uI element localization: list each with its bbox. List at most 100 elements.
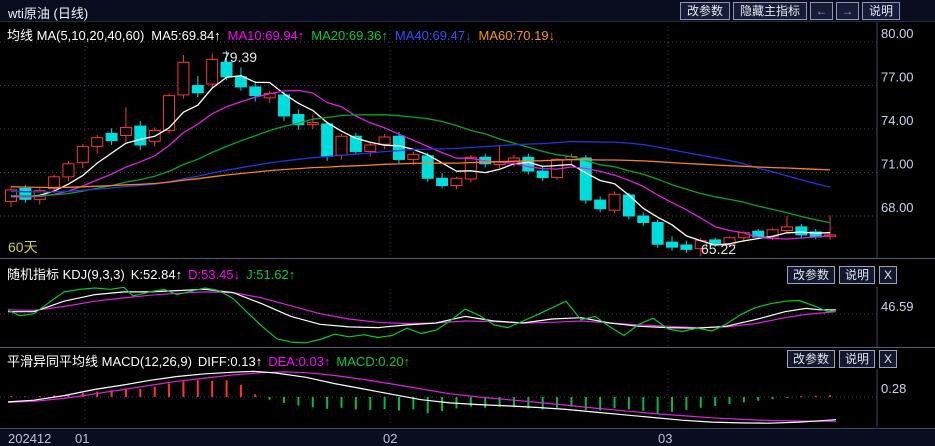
y-axis-label: 77.00 xyxy=(881,70,914,85)
kdj-help-button[interactable]: 说明 xyxy=(839,266,876,284)
macd-macd-value: MACD:0.20↑ xyxy=(336,354,411,369)
kdj-panel-header: 随机指标 KDJ(9,3,3) K:52.84↑ D:53.45↓ J:51.62↑ … xyxy=(0,258,935,287)
macd-dea-value: DEA:0.03↑ xyxy=(268,354,331,369)
arrow-left-button[interactable]: ← xyxy=(810,2,834,20)
macd-line-diff xyxy=(7,370,837,424)
x-axis-label: 202412 xyxy=(8,431,52,446)
candle-body xyxy=(594,199,607,210)
candle-body xyxy=(191,85,204,94)
candle-body xyxy=(335,135,348,156)
ma60-value: MA60:70.19↓ xyxy=(478,28,556,43)
candle-body xyxy=(62,163,75,178)
x-axis-label: 01 xyxy=(75,431,90,446)
ma-line-ma40 xyxy=(10,140,831,193)
candle-body xyxy=(206,58,219,85)
candle-body xyxy=(436,177,449,187)
candle-body xyxy=(780,226,793,231)
kdj-legend-prefix: 随机指标 KDJ(9,3,3) xyxy=(7,267,125,282)
kdj-k-value: K:52.84↑ xyxy=(130,267,183,282)
candle-body xyxy=(278,94,291,117)
macd-legend: 平滑异同平均线 MACD(12,26,9) DIFF:0.13↑ DEA:0.03↑… xyxy=(7,351,416,370)
ma-line-ma20 xyxy=(10,114,831,224)
chart-annotation: 79.39 xyxy=(222,49,257,65)
candle-body xyxy=(177,61,190,96)
candle-body xyxy=(637,215,650,224)
hide-main-indicator-button[interactable]: 隐藏主指标 xyxy=(733,2,808,20)
kdj-d-value: D:53.45↓ xyxy=(188,267,241,282)
title-bar: wti原油 (日线) 改参数 隐藏主指标 ← → 说明 xyxy=(0,0,935,22)
candle-body xyxy=(19,187,32,200)
ma-legend: 均线 MA(5,10,20,40,60) MA5:69.84↑ MA10:69.94… xyxy=(7,25,562,44)
candle-body xyxy=(766,229,779,238)
y-axis-label: 80.00 xyxy=(881,26,914,41)
help-button[interactable]: 说明 xyxy=(862,2,901,20)
kdj-legend: 随机指标 KDJ(9,3,3) K:52.84↑ D:53.45↓ J:51.62↑ xyxy=(7,264,301,283)
candle-body xyxy=(119,127,132,137)
candle-body xyxy=(651,222,664,245)
x-axis-label: 02 xyxy=(383,431,398,446)
ma-legend-prefix: 均线 MA(5,10,20,40,60) xyxy=(7,28,145,43)
ma-line-ma10 xyxy=(10,89,831,240)
kdj-panel-buttons: 改参数 说明 X xyxy=(787,266,898,284)
macd-close-button[interactable]: X xyxy=(879,350,898,368)
arrow-right-button[interactable]: → xyxy=(836,2,860,20)
candle-body xyxy=(680,244,693,250)
kdj-axis-label: 46.59 xyxy=(881,299,914,314)
candle-body xyxy=(378,136,391,145)
candle-body xyxy=(450,177,463,187)
candle-body xyxy=(306,121,319,126)
x-axis: 202412 01 02 03 xyxy=(0,428,935,446)
kdj-line-d xyxy=(7,291,837,329)
macd-panel-buttons: 改参数 说明 X xyxy=(787,350,898,368)
x-axis-label: 03 xyxy=(658,431,673,446)
candle-body xyxy=(91,137,104,147)
candle-body xyxy=(464,156,477,180)
instrument-title: wti原油 (日线) xyxy=(8,6,89,21)
macd-help-button[interactable]: 说明 xyxy=(839,350,876,368)
candle-body xyxy=(608,193,621,211)
candle-body xyxy=(522,156,535,172)
macd-line-dea xyxy=(7,371,836,422)
candle-body xyxy=(249,86,262,97)
candle-body xyxy=(321,123,334,158)
ma40-value: MA40:69.47↓ xyxy=(394,28,472,43)
candle-body xyxy=(666,241,679,248)
macd-change-params-button[interactable]: 改参数 xyxy=(787,350,836,368)
macd-axis-label: 0.28 xyxy=(881,381,906,396)
ma-line-ma5 xyxy=(10,74,831,246)
kdj-close-button[interactable]: X xyxy=(879,266,898,284)
candle-body xyxy=(349,135,362,152)
y-axis-label: 68.00 xyxy=(881,200,914,215)
candle-body xyxy=(407,153,420,160)
macd-diff-value: DIFF:0.13↑ xyxy=(197,354,263,369)
candle-body xyxy=(105,132,118,142)
candle-body xyxy=(579,157,592,201)
candle-body xyxy=(48,176,61,189)
candle-body xyxy=(292,114,305,126)
chart-annotation: 60天 xyxy=(8,239,38,255)
candle-body xyxy=(723,237,736,246)
candle-body xyxy=(76,145,89,163)
kdj-change-params-button[interactable]: 改参数 xyxy=(787,266,836,284)
macd-panel-header: 平滑异同平均线 MACD(12,26,9) DIFF:0.13↑ DEA:0.03↑… xyxy=(0,347,935,369)
title-bar-buttons: 改参数 隐藏主指标 ← → 说明 xyxy=(680,2,901,20)
candle-body xyxy=(709,239,722,245)
ma5-value: MA5:69.84↑ xyxy=(151,28,221,43)
candle-body xyxy=(364,144,377,152)
candle-body xyxy=(795,226,808,236)
ma10-value: MA10:69.94↑ xyxy=(227,28,305,43)
candle-body xyxy=(536,170,549,179)
ma20-value: MA20:69.36↑ xyxy=(311,28,388,43)
candle-body xyxy=(421,155,434,179)
candle-body xyxy=(234,76,247,88)
y-axis-label: 71.00 xyxy=(881,157,914,172)
macd-legend-prefix: 平滑异同平均线 MACD(12,26,9) xyxy=(7,354,192,369)
y-axis-label: 74.00 xyxy=(881,113,914,128)
ma-line-ma60 xyxy=(10,158,831,189)
candle-body xyxy=(392,135,405,160)
candle-body xyxy=(134,125,147,146)
change-params-button[interactable]: 改参数 xyxy=(680,2,731,20)
chart-annotation: 65.22 xyxy=(701,241,736,257)
